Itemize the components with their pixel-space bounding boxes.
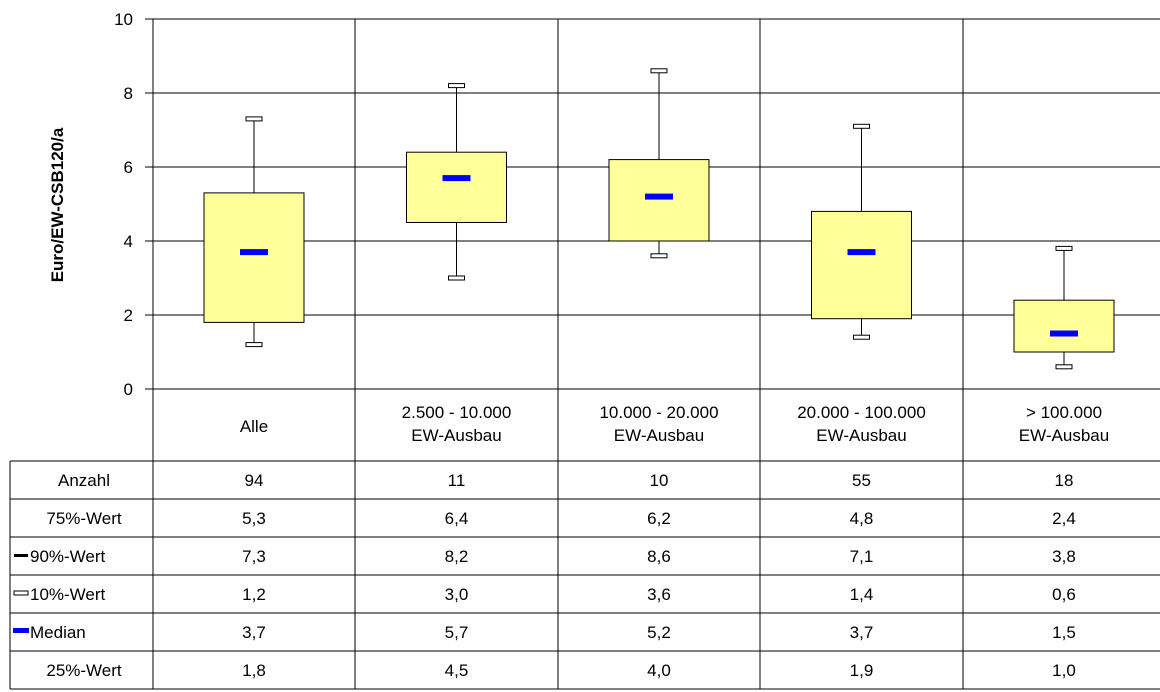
y-tick-label: 10 (114, 10, 133, 29)
cap-90-percent (245, 116, 263, 122)
table-cell: 1,9 (850, 661, 874, 680)
y-tick-label: 8 (124, 84, 133, 103)
cap-90-percent (650, 68, 668, 74)
table-row-label: Anzahl (58, 471, 110, 490)
category-label: Alle (240, 417, 268, 436)
category-label: EW-Ausbau (411, 426, 501, 445)
median-marker (1050, 330, 1078, 337)
cap-90-percent (853, 123, 870, 129)
median-marker (645, 193, 673, 200)
category-label: 2.500 - 10.000 (402, 403, 512, 422)
table-row-label: Median (30, 623, 86, 642)
cap-90-percent (448, 83, 465, 89)
table-row-label: 90%-Wert (30, 547, 106, 566)
box-iqr (406, 151, 507, 223)
category-label: EW-Ausbau (816, 426, 906, 445)
table-cell: 3,8 (1052, 547, 1076, 566)
table-cell: 1,2 (242, 585, 266, 604)
plot-area: 0 2 4 6 8 10 Alle 2.500 - 10.000 EW-Ausbau 10.000… (114, 10, 1160, 461)
table-cell: 3,6 (647, 585, 671, 604)
median-marker (240, 249, 268, 256)
table-cell: 7,3 (242, 547, 266, 566)
table-cell: 4,0 (647, 661, 671, 680)
cap-90-percent (1055, 245, 1073, 251)
y-tick-label: 4 (124, 232, 133, 251)
cap-10-percent (650, 253, 668, 259)
category-label: 10.000 - 20.000 (599, 403, 718, 422)
table-cell: 10 (650, 471, 669, 490)
table-cell: 8,2 (445, 547, 469, 566)
cap-10-percent (853, 334, 870, 340)
box-group (811, 123, 912, 340)
legend-median-icon (13, 628, 29, 633)
box-iqr (1013, 299, 1115, 353)
table-cell: 55 (852, 471, 871, 490)
y-tick-label: 2 (124, 306, 133, 325)
y-axis-title: Euro/EW-CSB120/a (48, 127, 67, 282)
category-label: 20.000 - 100.000 (797, 403, 926, 422)
table-cell: 0,6 (1052, 585, 1076, 604)
box-iqr (203, 192, 305, 323)
table-cell: 11 (448, 471, 466, 490)
table-cell: 6,4 (445, 509, 469, 528)
table-cell: 3,7 (242, 623, 266, 642)
table-cell: 1,4 (850, 585, 874, 604)
median-marker (442, 175, 471, 182)
category-label: EW-Ausbau (614, 426, 704, 445)
table-cell: 1,0 (1052, 661, 1076, 680)
box-iqr (608, 159, 710, 242)
legend-90-percent-icon (14, 554, 28, 557)
table-cell: 18 (1055, 471, 1074, 490)
median-marker (847, 249, 876, 256)
table-cell: 5,3 (242, 509, 266, 528)
box-group (608, 68, 710, 259)
table-cell: 1,5 (1052, 623, 1076, 642)
table-cell: 4,5 (445, 661, 469, 680)
legend-10-percent-icon (13, 590, 29, 596)
table-row-label: 25%-Wert (46, 661, 122, 680)
category-label: EW-Ausbau (1019, 426, 1109, 445)
table-cell: 5,7 (445, 623, 469, 642)
box-group (203, 116, 305, 348)
category-label: > 100.000 (1026, 403, 1102, 422)
box-iqr (811, 210, 912, 320)
table-row-label: 10%-Wert (30, 585, 106, 604)
table-row-label: 75%-Wert (46, 509, 122, 528)
box-group (406, 83, 507, 281)
data-table: Anzahl 94 11 10 55 18 75%-Wert 5,3 6,4 6,2 4,8 2,4 9… (9, 460, 1160, 690)
cap-10-percent (1055, 364, 1073, 370)
table-cell: 2,4 (1052, 509, 1076, 528)
table-cell: 94 (245, 471, 264, 490)
table-cell: 5,2 (647, 623, 671, 642)
table-cell: 7,1 (850, 547, 874, 566)
table-cell: 3,7 (850, 623, 874, 642)
box-group (1013, 245, 1115, 370)
cap-10-percent (245, 342, 263, 348)
table-cell: 8,6 (647, 547, 671, 566)
table-cell: 1,8 (242, 661, 266, 680)
cap-10-percent (448, 275, 465, 281)
y-tick-label: 0 (124, 380, 133, 399)
table-cell: 4,8 (850, 509, 874, 528)
table-cell: 3,0 (445, 585, 469, 604)
table-cell: 6,2 (647, 509, 671, 528)
y-tick-label: 6 (124, 158, 133, 177)
